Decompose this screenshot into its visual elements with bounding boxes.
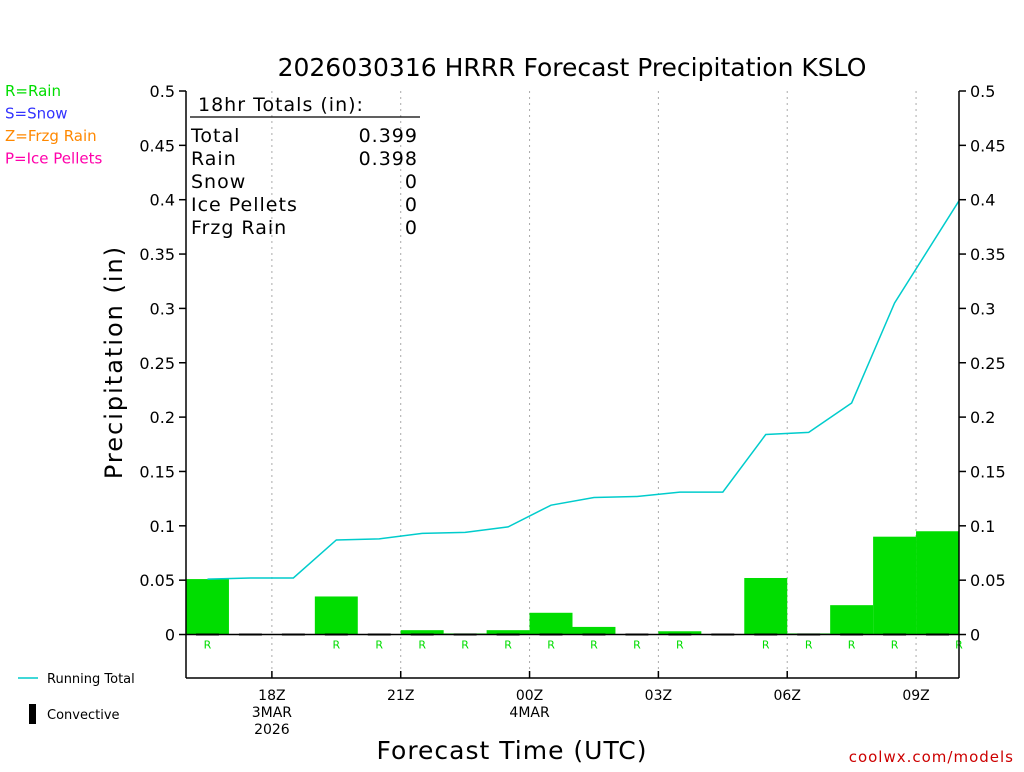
- totals-row-label: Frzg Rain: [191, 217, 287, 239]
- precip-type-legend-item: Z=Frzg Rain: [5, 127, 97, 145]
- y-tick-label-left: 0.35: [139, 245, 175, 264]
- precip-type-marker: R: [375, 639, 383, 652]
- y-ticks-right: 0 0.05 0.1 0.15 0.2 0.25 0.3 0.35 0.4 0.45 0.5: [959, 82, 1006, 645]
- precip-bar: [658, 631, 702, 635]
- precip-bar: [830, 605, 874, 635]
- totals-row-label: Snow: [191, 171, 246, 193]
- x-tick-label: 09Z: [902, 688, 929, 704]
- legend-label: Running Total: [47, 672, 135, 687]
- chart-title: 2026030316 HRRR Forecast Precipitation K…: [278, 53, 867, 82]
- precip-bar: [529, 612, 573, 635]
- precip-bar: [314, 596, 358, 635]
- precip-type-marker: R: [204, 639, 212, 652]
- precip-type-legend-item: R=Rain: [5, 82, 61, 100]
- y-tick-label-right: 0.45: [970, 136, 1006, 155]
- series-legend: Running Total Convective: [18, 672, 135, 724]
- totals-box: 18hr Totals (in): Total 0.399 Rain 0.398 Snow…: [190, 94, 420, 239]
- y-tick-label-right: 0.25: [970, 354, 1006, 373]
- y-tick-label-right: 0.15: [970, 462, 1006, 481]
- y-axis-label: Precipitation (in): [100, 245, 128, 479]
- precip-type-marker: R: [805, 639, 813, 652]
- precip-type-marker: R: [762, 639, 770, 652]
- precip-type-marker: R: [504, 639, 512, 652]
- totals-row-value: 0.398: [359, 148, 418, 170]
- precip-bar: [572, 626, 616, 635]
- precip-bar: [186, 579, 229, 635]
- precip-bar: [400, 630, 444, 635]
- y-tick-label-left: 0.4: [150, 191, 175, 210]
- totals-row-label: Ice Pellets: [191, 194, 298, 216]
- y-tick-label-right: 0.4: [970, 191, 995, 210]
- precip-type-marker: R: [418, 639, 426, 652]
- precip-bar: [486, 630, 530, 635]
- precip-bar: [873, 536, 917, 635]
- watermark-link[interactable]: coolwx.com/models: [849, 748, 1014, 766]
- precip-bars: [186, 531, 959, 635]
- running-total-series: [207, 200, 960, 580]
- x-tick-label: 03Z: [645, 688, 672, 704]
- y-tick-label-left: 0.3: [150, 299, 175, 318]
- x-tick-label: 00Z: [516, 688, 543, 704]
- y-tick-label-right: 0: [970, 626, 980, 645]
- precip-type-marker: R: [848, 639, 856, 652]
- legend-bar-swatch: [29, 704, 36, 724]
- legend-label: Convective: [47, 708, 120, 723]
- y-ticks-left: 0 0.05 0.1 0.15 0.2 0.25 0.3 0.35 0.4 0.45 0.5: [139, 82, 186, 645]
- precip-bar: [916, 531, 959, 635]
- x-tick-label: 2026: [254, 722, 290, 738]
- x-tick-label: 3MAR: [252, 705, 293, 721]
- precip-type-legend-item: P=Ice Pellets: [5, 150, 102, 168]
- grid-lines: [271, 91, 917, 678]
- precip-type-marker: R: [590, 639, 598, 652]
- y-tick-label-right: 0.2: [970, 408, 995, 427]
- y-tick-label-right: 0.3: [970, 299, 995, 318]
- y-tick-label-left: 0.25: [139, 354, 175, 373]
- y-tick-label-left: 0: [165, 626, 175, 645]
- precip-type-legend: R=Rain S=Snow Z=Frzg Rain P=Ice Pellets: [5, 82, 102, 168]
- y-tick-label-left: 0.1: [150, 517, 175, 536]
- precip-type-marker: R: [461, 639, 469, 652]
- x-tick-label: 18Z: [258, 688, 285, 704]
- precip-bar: [744, 577, 788, 635]
- totals-row-label: Rain: [191, 148, 237, 170]
- totals-row-value: 0: [405, 171, 418, 193]
- x-tick-label: 4MAR: [509, 705, 550, 721]
- y-tick-label-left: 0.15: [139, 462, 175, 481]
- precip-type-marker: R: [676, 639, 684, 652]
- precip-type-legend-item: S=Snow: [5, 105, 68, 123]
- axes: [185, 91, 960, 679]
- y-tick-label-right: 0.35: [970, 245, 1006, 264]
- precip-type-markers: RRRRRRRRRRRRRRR: [204, 639, 964, 652]
- totals-row-value: 0.399: [359, 125, 418, 147]
- precip-type-marker: R: [332, 639, 340, 652]
- y-tick-label-left: 0.45: [139, 136, 175, 155]
- y-tick-label-right: 0.05: [970, 571, 1006, 590]
- y-tick-label-right: 0.5: [970, 82, 995, 101]
- totals-row-value: 0: [405, 217, 418, 239]
- x-tick-label: 06Z: [774, 688, 801, 704]
- y-tick-label-left: 0.2: [150, 408, 175, 427]
- totals-row-value: 0: [405, 194, 418, 216]
- y-tick-label-left: 0.05: [139, 571, 175, 590]
- y-tick-label-left: 0.5: [150, 82, 175, 101]
- totals-heading: 18hr Totals (in):: [198, 94, 364, 116]
- y-tick-label-right: 0.1: [970, 517, 995, 536]
- precip-type-marker: R: [547, 639, 555, 652]
- running-total-line: [207, 200, 960, 580]
- x-tick-label: 21Z: [387, 688, 414, 704]
- precip-type-marker: R: [633, 639, 641, 652]
- precip-type-marker: R: [891, 639, 899, 652]
- totals-row-label: Total: [190, 125, 240, 147]
- x-axis-label: Forecast Time (UTC): [377, 736, 648, 765]
